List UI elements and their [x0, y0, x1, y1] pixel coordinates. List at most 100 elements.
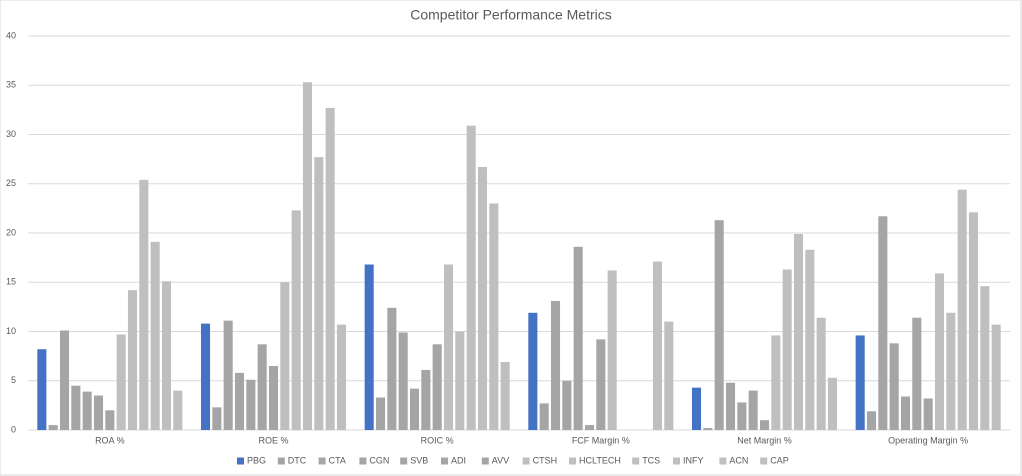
bar: [200, 323, 211, 430]
bar: [150, 241, 160, 430]
bar: [573, 246, 583, 430]
bar: [923, 398, 933, 430]
y-tick-label: 20: [6, 227, 16, 237]
x-tick-label: Operating Margin %: [888, 435, 968, 445]
legend-swatch: [522, 457, 530, 465]
legend-label: SVB: [410, 455, 428, 465]
legend-label: DTC: [288, 455, 307, 465]
bar: [664, 321, 674, 430]
bar: [139, 179, 149, 430]
bar: [562, 380, 572, 430]
y-tick-label: 40: [6, 30, 16, 40]
bar: [59, 330, 70, 430]
bar: [387, 307, 397, 430]
bar: [173, 390, 183, 430]
y-tick-label: 5: [11, 375, 16, 385]
bar: [268, 365, 279, 430]
bar: [816, 317, 826, 430]
bar: [759, 420, 770, 430]
bar: [477, 167, 488, 430]
bar: [127, 290, 138, 430]
bar: [325, 107, 335, 430]
bar: [466, 125, 476, 430]
bar: [364, 264, 374, 430]
legend-label: INFY: [683, 455, 704, 465]
bar: [421, 369, 431, 430]
legend-label: ADI: [451, 455, 466, 465]
legend-label: PBG: [247, 455, 266, 465]
legend-label: CAP: [770, 455, 789, 465]
chart-title: Competitor Performance Metrics: [410, 7, 612, 23]
bar: [550, 300, 561, 430]
bar: [302, 82, 313, 431]
bar: [912, 317, 922, 430]
bar: [500, 362, 510, 430]
legend-label: TCS: [642, 455, 660, 465]
y-tick-label: 10: [6, 326, 16, 336]
bar: [596, 339, 606, 430]
bar: [455, 331, 465, 430]
legend-swatch: [719, 457, 727, 465]
x-tick-label: Net Margin %: [737, 435, 792, 445]
bar: [725, 382, 736, 430]
bar: [223, 320, 233, 430]
bar: [539, 403, 549, 430]
x-tick-label: ROIC %: [421, 435, 454, 445]
y-tick-label: 35: [6, 80, 16, 90]
legend-label: HCLTECH: [579, 455, 621, 465]
bar: [737, 402, 747, 430]
y-tick-label: 0: [11, 424, 16, 434]
bar: [489, 203, 499, 430]
bar: [71, 385, 81, 430]
legend-label: CTSH: [533, 455, 558, 465]
bar: [212, 407, 222, 430]
bar: [714, 220, 724, 430]
bar: [291, 210, 301, 430]
legend-swatch: [318, 457, 326, 465]
bar: [398, 332, 408, 430]
bar: [691, 387, 702, 430]
bar: [980, 286, 990, 430]
legend-label: CTA: [329, 455, 346, 465]
bar: [37, 349, 47, 430]
bar: [48, 425, 58, 430]
x-tick-label: FCF Margin %: [572, 435, 630, 445]
legend-swatch: [481, 457, 489, 465]
bar: [827, 377, 838, 430]
bar: [782, 269, 792, 430]
legend-swatch: [277, 457, 285, 465]
y-tick-label: 25: [6, 178, 16, 188]
bar: [280, 282, 290, 430]
bar: [946, 312, 956, 430]
bar: [234, 372, 245, 430]
bar: [703, 428, 713, 430]
bar: [375, 397, 386, 430]
bar: [336, 324, 347, 430]
legend-swatch: [400, 457, 408, 465]
bar: [934, 273, 945, 430]
y-tick-label: 15: [6, 277, 16, 287]
bar: [314, 157, 324, 430]
legend-swatch: [569, 457, 576, 465]
legend-label: CGN: [369, 455, 389, 465]
bar: [793, 233, 804, 430]
bar: [607, 270, 617, 430]
bar: [409, 388, 420, 430]
bar: [991, 324, 1001, 430]
legend-swatch: [760, 457, 768, 465]
legend-swatch: [632, 457, 640, 465]
bar: [257, 344, 267, 430]
bar: [748, 390, 758, 430]
bar: [855, 335, 865, 430]
bar: [116, 334, 126, 430]
bar: [82, 391, 92, 430]
bar: [161, 281, 172, 430]
legend-label: AVV: [492, 455, 509, 465]
legend-swatch: [237, 457, 244, 465]
x-tick-label: ROA %: [95, 435, 125, 445]
bar: [246, 379, 256, 430]
legend-swatch: [359, 457, 367, 465]
bar: [866, 411, 877, 430]
bar: [584, 425, 595, 430]
